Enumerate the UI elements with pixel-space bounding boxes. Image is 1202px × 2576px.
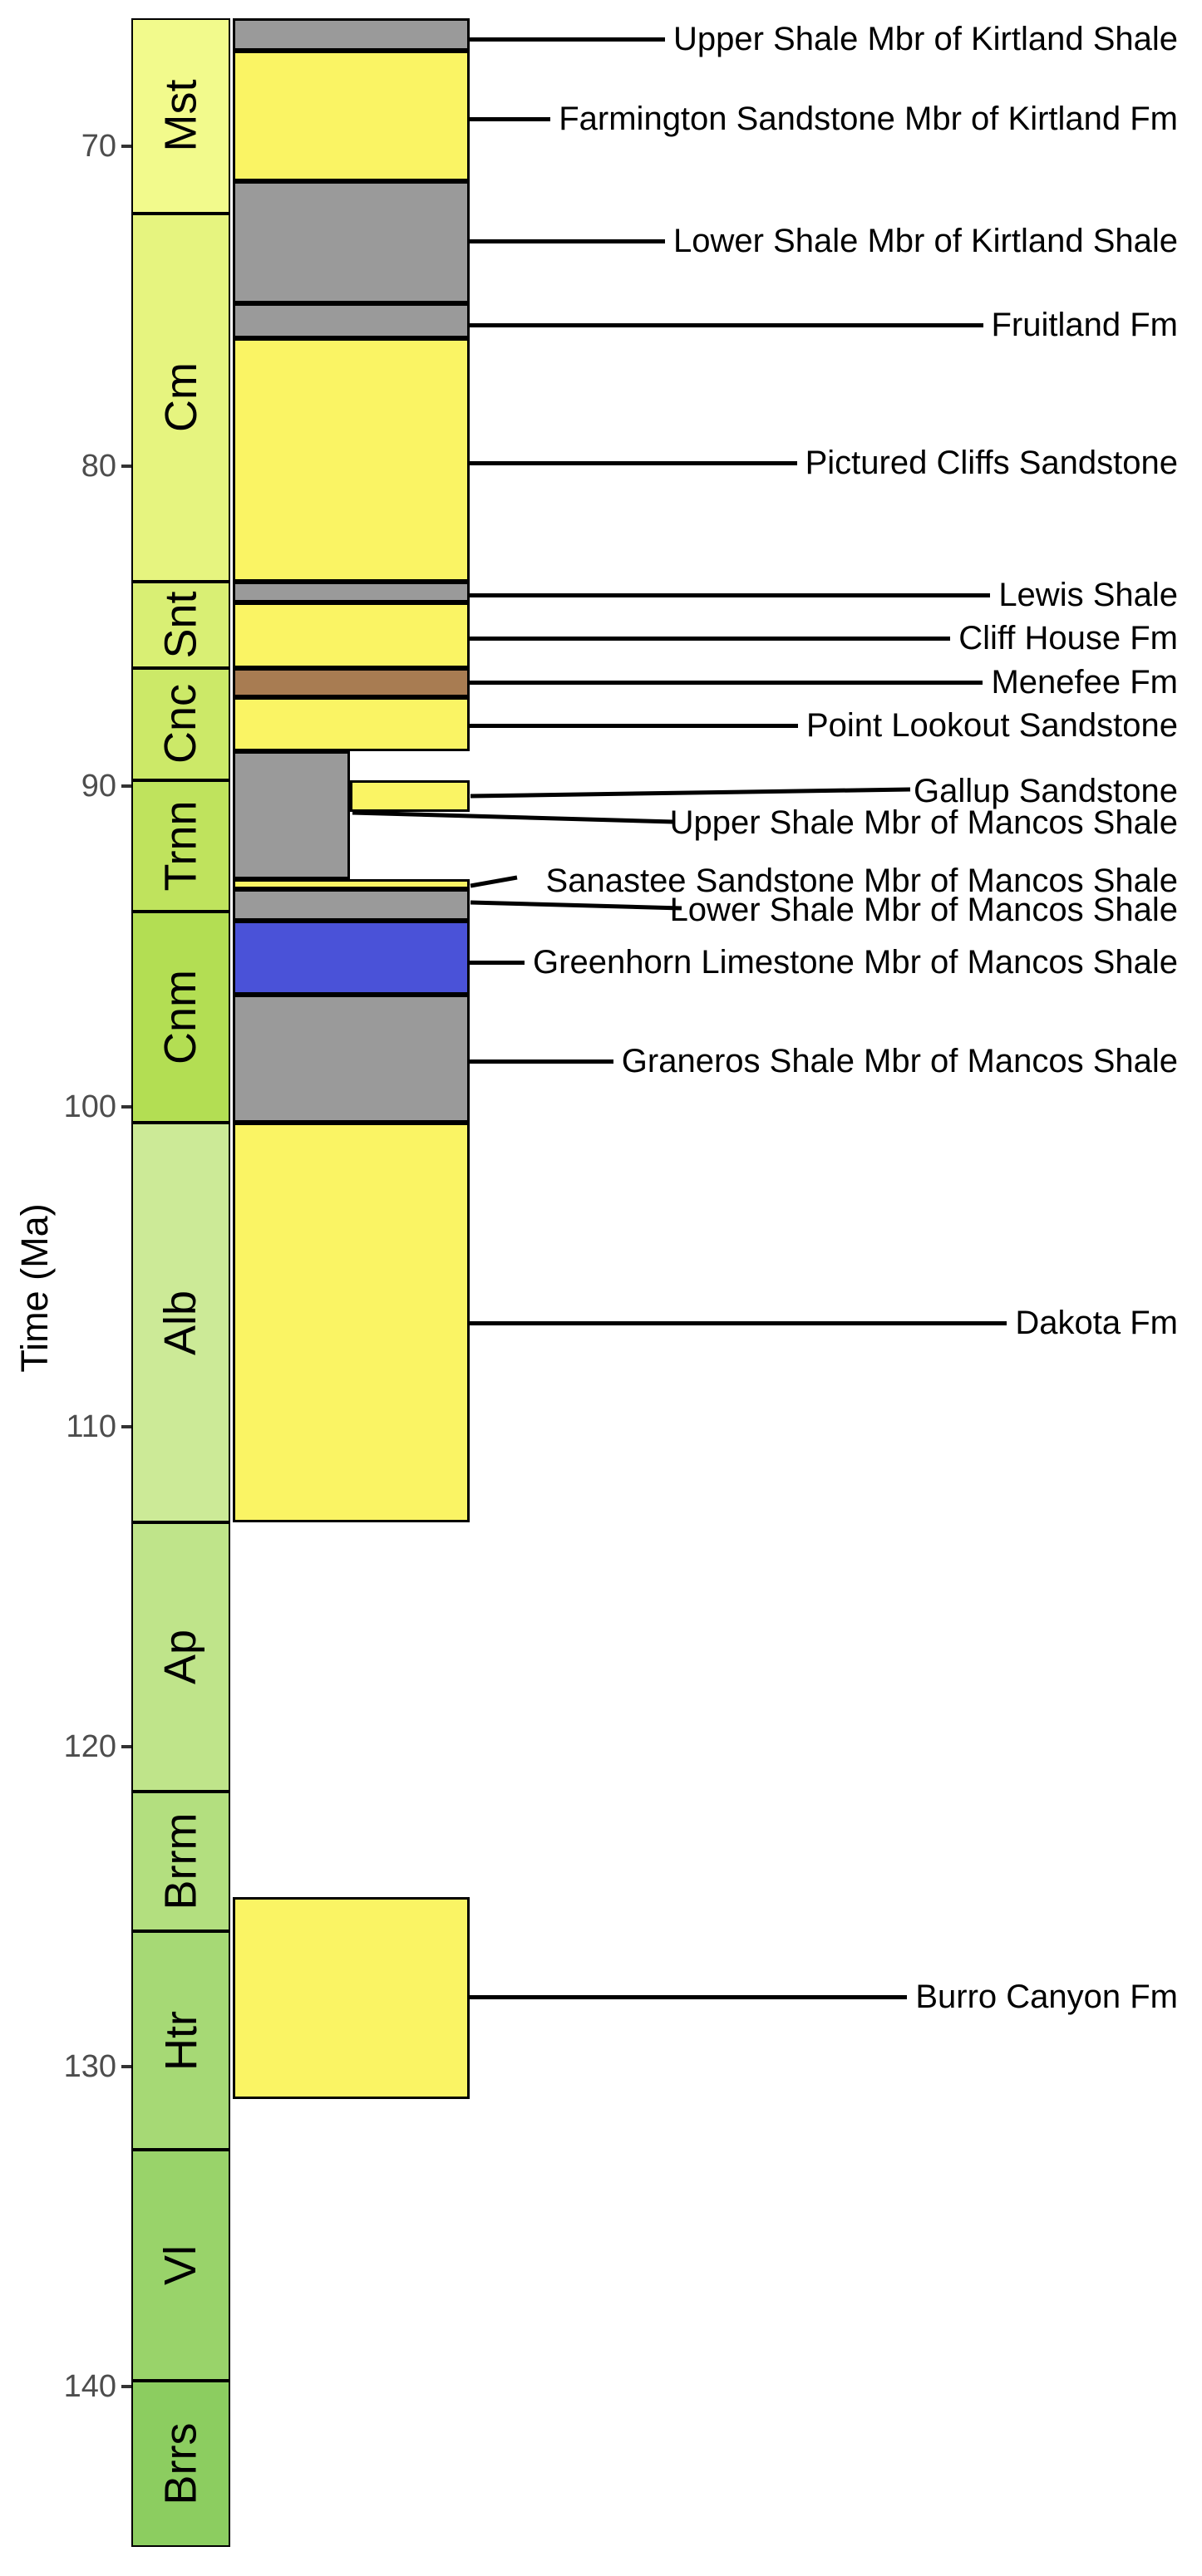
unit-label-row-burro-canyon-fm: Burro Canyon Fm xyxy=(468,1977,1178,2017)
unit-label-row-dakota-fm: Dakota Fm xyxy=(468,1303,1178,1343)
y-axis-tick-label: 90 xyxy=(81,769,116,804)
unit-box-cliff-house-fm xyxy=(233,602,470,668)
unit-label-row-farmington-sandstone-mbr-of-kirtland-fm: Farmington Sandstone Mbr of Kirtland Fm xyxy=(468,99,1178,139)
unit-label-gallup-sandstone: Gallup Sandstone xyxy=(913,773,1178,809)
y-axis-tick xyxy=(121,1104,132,1109)
y-axis-tick-label: 70 xyxy=(81,129,116,165)
unit-label-cliff-house-fm: Cliff House Fm xyxy=(958,620,1178,656)
unit-label-lower-shale-mbr-of-kirtland-shale: Lower Shale Mbr of Kirtland Shale xyxy=(673,223,1178,259)
leader-line-greenhorn-limestone-mbr-of-mancos-shale xyxy=(468,960,525,965)
unit-label-menefee-fm: Menefee Fm xyxy=(991,664,1178,701)
leader-line-cliff-house-fm xyxy=(468,636,951,641)
unit-box-lower-shale-mbr-of-kirtland-shale xyxy=(233,181,470,303)
unit-label-dakota-fm: Dakota Fm xyxy=(1015,1305,1178,1341)
unit-label-upper-shale-mbr-of-kirtland-shale: Upper Shale Mbr of Kirtland Shale xyxy=(673,21,1178,57)
y-axis-tick xyxy=(121,1745,132,1749)
unit-label-burro-canyon-fm: Burro Canyon Fm xyxy=(915,1979,1178,2015)
leader-line-menefee-fm xyxy=(468,680,983,685)
leader-line-dakota-fm xyxy=(468,1320,1007,1325)
y-axis-tick xyxy=(121,2065,132,2069)
unit-label-upper-shale-mbr-of-mancos-shale: Upper Shale Mbr of Mancos Shale xyxy=(669,804,1178,841)
unit-box-dakota-fm xyxy=(233,1122,470,1523)
leader-line-lower-shale-mbr-of-kirtland-shale xyxy=(468,238,665,243)
leader-line-pictured-cliffs-sandstone xyxy=(468,460,797,465)
unit-label-graneros-shale-mbr-of-mancos-shale: Graneros Shale Mbr of Mancos Shale xyxy=(621,1043,1178,1079)
unit-box-greenhorn-limestone-mbr-of-mancos-shale xyxy=(233,921,470,995)
y-axis-tick-label: 130 xyxy=(63,2049,116,2085)
unit-box-farmington-sandstone-mbr-of-kirtland-fm xyxy=(233,50,470,182)
unit-label-row-upper-shale-mbr-of-kirtland-shale: Upper Shale Mbr of Kirtland Shale xyxy=(468,19,1178,59)
stage-box-brrs: Brrs xyxy=(131,2380,230,2548)
unit-box-sanastee-sandstone-mbr-of-mancos-shale xyxy=(233,879,470,889)
stage-box-snt: Snt xyxy=(131,581,230,668)
unit-box-upper-shale-mbr-of-kirtland-shale xyxy=(233,18,470,51)
y-axis-tick xyxy=(121,2385,132,2389)
unit-label-row-point-lookout-sandstone: Point Lookout Sandstone xyxy=(468,705,1178,745)
stage-box-mst: Mst xyxy=(131,18,230,214)
leader-line-lower-shale-mbr-of-mancos-shale xyxy=(470,900,682,911)
unit-box-pictured-cliffs-sandstone xyxy=(233,338,470,582)
unit-box-menefee-fm xyxy=(233,667,470,697)
stage-box-alb: Alb xyxy=(131,1122,230,1523)
unit-label-lewis-shale: Lewis Shale xyxy=(998,577,1178,613)
unit-box-burro-canyon-fm xyxy=(233,1897,470,2099)
y-axis-tick-label: 110 xyxy=(66,1408,116,1444)
stage-box-htr: Htr xyxy=(131,1931,230,2151)
unit-label-pictured-cliffs-sandstone: Pictured Cliffs Sandstone xyxy=(805,445,1178,481)
y-axis-tick-label: 100 xyxy=(63,1089,116,1124)
y-axis-tick-label: 140 xyxy=(63,2369,116,2405)
unit-label-row-lower-shale-mbr-of-kirtland-shale: Lower Shale Mbr of Kirtland Shale xyxy=(468,221,1178,261)
unit-box-gallup-sandstone xyxy=(350,779,470,813)
unit-box-upper-shale-mbr-of-mancos-shale xyxy=(233,751,350,880)
unit-label-fruitland-fm: Fruitland Fm xyxy=(991,307,1179,343)
y-axis-tick-label: 80 xyxy=(81,449,116,484)
unit-label-greenhorn-limestone-mbr-of-mancos-shale: Greenhorn Limestone Mbr of Mancos Shale xyxy=(533,944,1178,981)
unit-label-row-graneros-shale-mbr-of-mancos-shale: Graneros Shale Mbr of Mancos Shale xyxy=(468,1041,1178,1081)
unit-label-point-lookout-sandstone: Point Lookout Sandstone xyxy=(805,707,1178,744)
unit-label-row-cliff-house-fm: Cliff House Fm xyxy=(468,618,1178,658)
unit-label-lower-shale-mbr-of-mancos-shale: Lower Shale Mbr of Mancos Shale xyxy=(669,892,1178,928)
y-axis-tick-label: 120 xyxy=(63,1729,116,1765)
unit-box-fruitland-fm xyxy=(233,302,470,339)
leader-line-fruitland-fm xyxy=(468,322,983,327)
unit-label-farmington-sandstone-mbr-of-kirtland-fm: Farmington Sandstone Mbr of Kirtland Fm xyxy=(559,101,1178,137)
unit-box-lower-shale-mbr-of-mancos-shale xyxy=(233,888,470,922)
y-axis-tick xyxy=(121,1424,132,1428)
y-axis-tick xyxy=(121,465,132,469)
leader-line-graneros-shale-mbr-of-mancos-shale xyxy=(468,1059,613,1064)
unit-label-row-lewis-shale: Lewis Shale xyxy=(468,575,1178,615)
y-axis-tick xyxy=(121,145,132,149)
leader-line-burro-canyon-fm xyxy=(468,1994,908,1999)
unit-box-graneros-shale-mbr-of-mancos-shale xyxy=(233,994,470,1123)
leader-line-lewis-shale xyxy=(468,592,991,597)
leader-line-point-lookout-sandstone xyxy=(468,723,798,728)
unit-box-point-lookout-sandstone xyxy=(233,696,470,752)
leader-line-gallup-sandstone xyxy=(470,787,911,799)
stage-box-brrm: Brrm xyxy=(131,1792,230,1932)
stage-box-cm: Cm xyxy=(131,213,230,582)
unit-label-row-menefee-fm: Menefee Fm xyxy=(468,662,1178,702)
stage-box-cnm: Cnm xyxy=(131,911,230,1123)
leader-line-upper-shale-mbr-of-kirtland-shale xyxy=(468,37,665,42)
stage-box-trnn: Trnn xyxy=(131,779,230,912)
unit-label-row-pictured-cliffs-sandstone: Pictured Cliffs Sandstone xyxy=(468,443,1178,483)
stage-box-ap: Ap xyxy=(131,1522,230,1792)
unit-label-sanastee-sandstone-mbr-of-mancos-shale: Sanastee Sandstone Mbr of Mancos Shale xyxy=(545,863,1178,899)
unit-label-row-greenhorn-limestone-mbr-of-mancos-shale: Greenhorn Limestone Mbr of Mancos Shale xyxy=(468,942,1178,982)
unit-box-lewis-shale xyxy=(233,581,470,602)
leader-line-sanastee-sandstone-mbr-of-mancos-shale xyxy=(470,875,518,888)
leader-line-upper-shale-mbr-of-mancos-shale xyxy=(352,810,674,824)
y-axis-tick xyxy=(121,784,132,789)
leader-line-farmington-sandstone-mbr-of-kirtland-fm xyxy=(468,116,551,121)
stage-box-cnc: Cnc xyxy=(131,667,230,780)
stage-box-vl: Vl xyxy=(131,2150,230,2381)
unit-label-row-fruitland-fm: Fruitland Fm xyxy=(468,305,1178,345)
